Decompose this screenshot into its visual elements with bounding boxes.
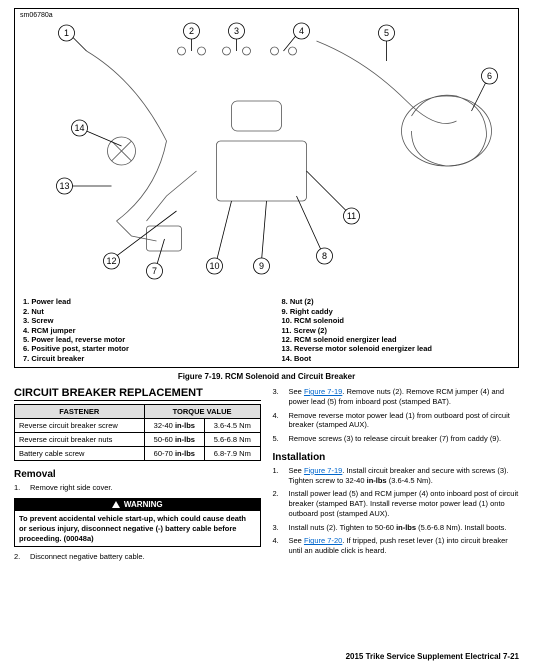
removal-steps-cont: Disconnect negative battery cable. — [14, 552, 261, 562]
part-item: 5. Power lead, reverse motor — [23, 335, 252, 344]
part-item: 2. Nut — [23, 307, 252, 316]
page-footer: 2015 Trike Service Supplement Electrical… — [346, 652, 519, 661]
svg-text:2: 2 — [189, 26, 194, 36]
list-item: Install nuts (2). Tighten to 50-60 in-lb… — [273, 523, 520, 533]
svg-text:5: 5 — [384, 28, 389, 38]
parts-legend: 1. Power lead 2. Nut 3. Screw 4. RCM jum… — [23, 297, 510, 363]
parts-legend-left: 1. Power lead 2. Nut 3. Screw 4. RCM jum… — [23, 297, 252, 363]
svg-text:7: 7 — [152, 266, 157, 276]
warning-box: WARNING To prevent accidental vehicle st… — [14, 498, 261, 548]
removal-heading: Removal — [14, 469, 261, 480]
figure-link[interactable]: Figure 7-19 — [304, 387, 342, 396]
part-item: 1. Power lead — [23, 297, 252, 306]
table-header: FASTENER — [15, 405, 145, 419]
svg-text:8: 8 — [322, 251, 327, 261]
svg-text:6: 6 — [487, 71, 492, 81]
warning-triangle-icon — [112, 501, 120, 508]
part-item: 8. Nut (2) — [282, 297, 511, 306]
part-item: 11. Screw (2) — [282, 326, 511, 335]
svg-text:10: 10 — [209, 261, 219, 271]
svg-text:12: 12 — [106, 256, 116, 266]
list-item: See Figure 7-20. If tripped, push reset … — [273, 536, 520, 556]
part-item: 6. Positive post, starter motor — [23, 344, 252, 353]
svg-text:9: 9 — [259, 261, 264, 271]
torque-table: FASTENER TORQUE VALUE Reverse circuit br… — [14, 404, 261, 461]
part-item: 13. Reverse motor solenoid energizer lea… — [282, 344, 511, 353]
svg-text:14: 14 — [74, 123, 84, 133]
figure-caption: Figure 7-19. RCM Solenoid and Circuit Br… — [14, 372, 519, 381]
table-header: TORQUE VALUE — [144, 405, 260, 419]
list-item: See Figure 7-19. Install circuit breaker… — [273, 466, 520, 486]
part-item: 3. Screw — [23, 316, 252, 325]
warning-body: To prevent accidental vehicle start-up, … — [15, 511, 260, 546]
figure-link[interactable]: Figure 7-19 — [304, 466, 342, 475]
part-item: 14. Boot — [282, 354, 511, 363]
warning-header: WARNING — [15, 499, 260, 511]
list-item: Remove right side cover. — [14, 483, 261, 493]
list-item: Install power lead (5) and RCM jumper (4… — [273, 489, 520, 518]
exploded-diagram: 1 2 3 4 5 6 7 8 9 10 11 12 13 14 — [15, 21, 518, 291]
removal-steps: Remove right side cover. — [14, 483, 261, 493]
svg-text:3: 3 — [234, 26, 239, 36]
svg-text:11: 11 — [347, 211, 356, 221]
figure-link[interactable]: Figure 7-20 — [304, 536, 342, 545]
section-heading: CIRCUIT BREAKER REPLACEMENT — [14, 387, 261, 401]
table-row: Battery cable screw 60-70 in-lbs 6.8-7.9… — [15, 447, 261, 461]
parts-legend-right: 8. Nut (2) 9. Right caddy 10. RCM soleno… — [282, 297, 511, 363]
figure-container: sm06780a 1 2 — [14, 8, 519, 368]
part-item: 10. RCM solenoid — [282, 316, 511, 325]
installation-steps: See Figure 7-19. Install circuit breaker… — [273, 466, 520, 556]
list-item: Remove reverse motor power lead (1) from… — [273, 411, 520, 431]
svg-text:13: 13 — [59, 181, 69, 191]
svg-text:1: 1 — [64, 28, 69, 38]
part-item: 12. RCM solenoid energizer lead — [282, 335, 511, 344]
svg-text:4: 4 — [299, 26, 304, 36]
part-item: 4. RCM jumper — [23, 326, 252, 335]
left-column: CIRCUIT BREAKER REPLACEMENT FASTENER TOR… — [14, 387, 261, 566]
part-item: 9. Right caddy — [282, 307, 511, 316]
list-item: Disconnect negative battery cable. — [14, 552, 261, 562]
warning-label: WARNING — [124, 500, 163, 510]
figure-id: sm06780a — [20, 12, 53, 19]
removal-steps-right: See Figure 7-19. Remove nuts (2). Remove… — [273, 387, 520, 444]
table-row: Reverse circuit breaker screw 32-40 in-l… — [15, 419, 261, 433]
list-item: Remove screws (3) to release circuit bre… — [273, 434, 520, 444]
table-row: Reverse circuit breaker nuts 50-60 in-lb… — [15, 433, 261, 447]
right-column: See Figure 7-19. Remove nuts (2). Remove… — [273, 387, 520, 566]
installation-heading: Installation — [273, 452, 520, 463]
list-item: See Figure 7-19. Remove nuts (2). Remove… — [273, 387, 520, 407]
part-item: 7. Circuit breaker — [23, 354, 252, 363]
